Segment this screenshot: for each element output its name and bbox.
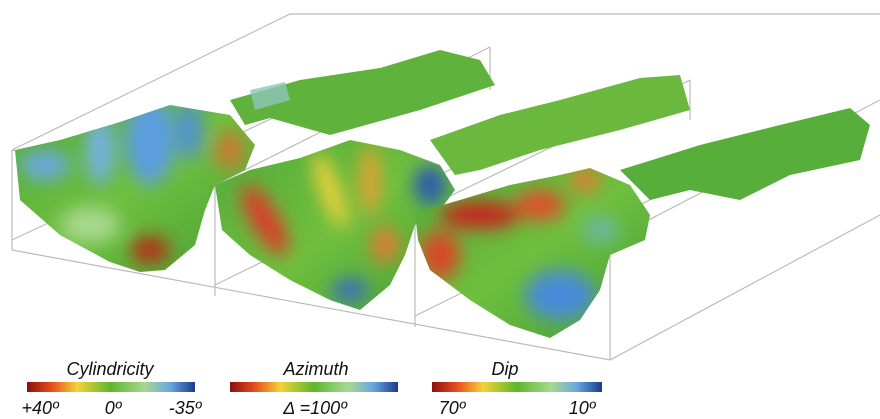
figure: Cylindricity +40º 0º -35º Azimuth Δ =100… xyxy=(0,0,880,419)
colorbar-label: 10º xyxy=(569,398,597,418)
colorbar xyxy=(27,382,195,392)
colorbar-cylindricity: Cylindricity +40º 0º -35º xyxy=(21,359,202,418)
colorbar-label: 0º xyxy=(105,398,123,418)
colorbar-label: -35º xyxy=(169,398,203,418)
colorbar xyxy=(230,382,398,392)
colorbar xyxy=(432,382,602,392)
colorbar-dip: Dip 70º 10º xyxy=(432,359,602,418)
colorbar-label: Δ =100º xyxy=(282,398,348,418)
colorbar-title: Dip xyxy=(491,359,518,379)
colorbar-title: Azimuth xyxy=(282,359,348,379)
colorbar-azimuth: Azimuth Δ =100º xyxy=(230,359,398,418)
colorbar-title: Cylindricity xyxy=(66,359,154,379)
colorbar-label: +40º xyxy=(21,398,60,418)
colorbar-label: 70º xyxy=(439,398,467,418)
surfaces xyxy=(0,50,870,350)
